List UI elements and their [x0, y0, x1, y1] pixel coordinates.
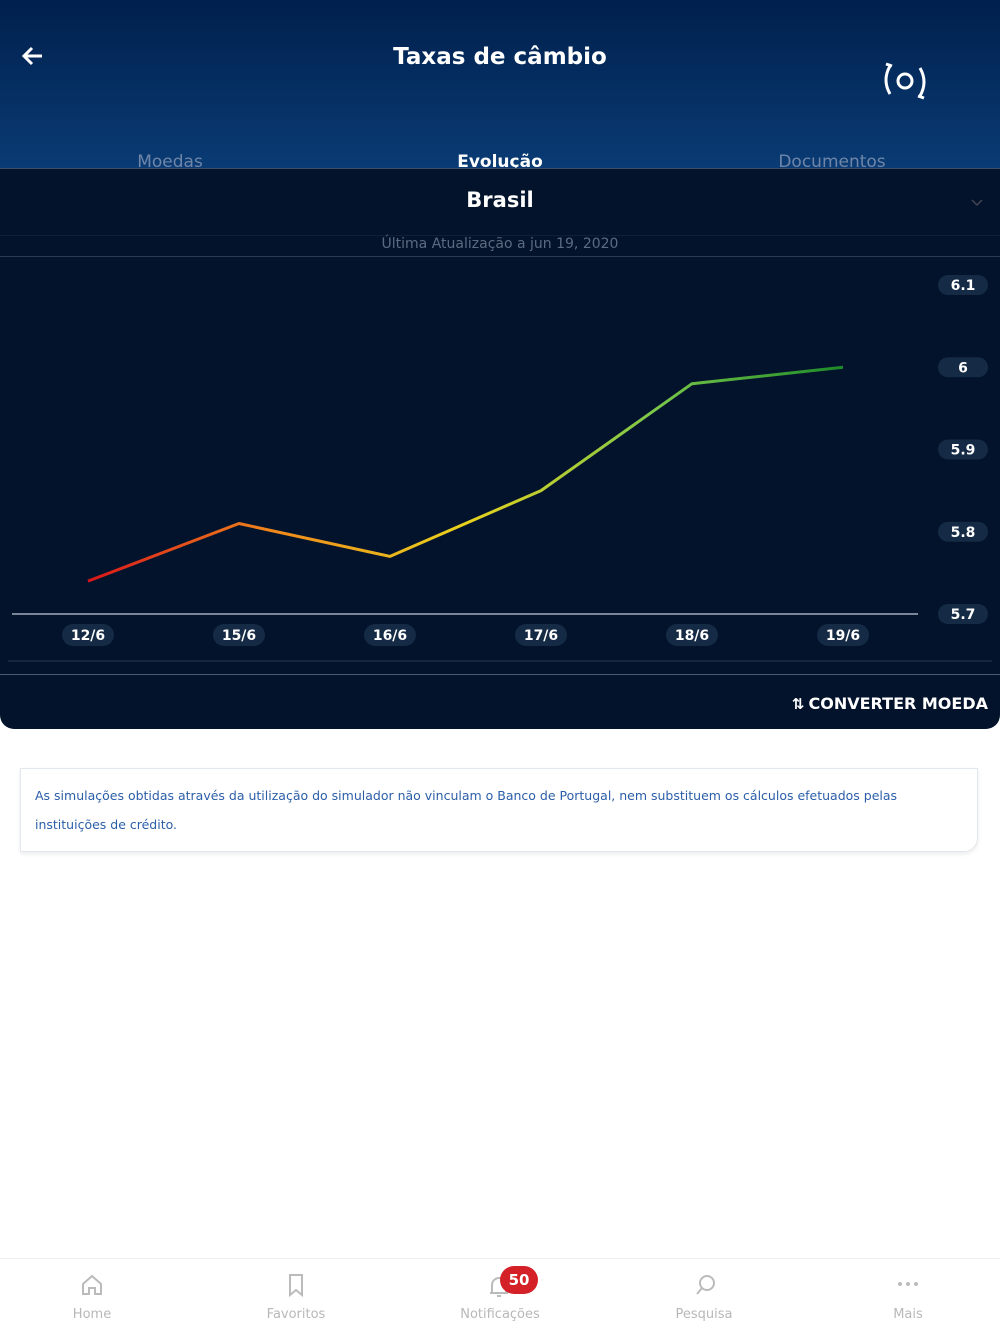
nav-item[interactable]: Notificações [460, 1307, 540, 1322]
x-tick-label: 15/6 [222, 628, 256, 644]
icon [898, 1282, 918, 1286]
icon [696, 1275, 715, 1295]
x-tick-label: 17/6 [524, 628, 558, 644]
tabs: Moedas Evolução Documentos [0, 140, 1000, 168]
x-tick-pill [515, 624, 567, 646]
separator [0, 256, 1000, 257]
x-tick-label: 19/6 [826, 628, 860, 644]
rate-line [87, 365, 844, 583]
title: Taxas de câmbio [393, 44, 607, 70]
nav-item[interactable]: Mais [893, 1307, 923, 1322]
chevron [971, 199, 983, 207]
chart: 5.7 5.8 5.9 6 6.1 12/6 15/6 16/6 17/6 18/6 19/6 [8, 275, 992, 662]
tab[interactable]: Moedas [137, 152, 203, 168]
disclaimer: As simulações obtidas através da utiliza… [20, 768, 978, 852]
y-tick-label: 6 [958, 360, 968, 376]
separator [0, 235, 1000, 236]
x-tick-pill [817, 624, 869, 646]
tab[interactable]: Documentos [778, 152, 886, 168]
y-tick-pill [938, 357, 988, 378]
y-tick-pill [938, 521, 988, 542]
tab[interactable]: Evolução [457, 152, 543, 168]
x-tick-pill [364, 624, 416, 646]
back-button[interactable] [20, 44, 46, 68]
convert-label: CONVERTER MOEDA [808, 694, 989, 713]
y-tick-label: 5.9 [951, 443, 976, 459]
bottom-nav: Home Favoritos Notificações Pesquisa Mai… [0, 1258, 1000, 1334]
y-tick-pill [938, 604, 988, 624]
country-select[interactable]: Brasil [466, 188, 534, 212]
x-tick-label: 18/6 [675, 628, 709, 644]
header: Taxas de câmbio Moedas Evolução Document… [0, 0, 1000, 168]
x-tick-pill [62, 624, 114, 646]
y-tick-label: 6.1 [951, 278, 976, 294]
y-tick-pill [938, 275, 988, 295]
convert-button[interactable]: ⇅ CONVERTER MOEDA [791, 694, 989, 713]
nav-item[interactable]: Pesquisa [675, 1307, 733, 1322]
notification-badge: 50 [500, 1266, 538, 1294]
updated: Última Atualização a jun 19, 2020 [381, 236, 619, 252]
refresh-button[interactable] [878, 58, 932, 104]
nav-item[interactable]: Home [72, 1307, 112, 1322]
x-tick-label: 16/6 [373, 628, 407, 644]
x-tick-pill [666, 624, 718, 646]
icon [289, 1274, 303, 1297]
separator [0, 674, 1000, 675]
x-tick-pill [213, 624, 265, 646]
x-tick-label: 12/6 [71, 628, 105, 644]
nav-item[interactable]: Favoritos [266, 1307, 326, 1322]
y-tick-label: 5.8 [951, 525, 976, 541]
y-tick-pill [938, 439, 988, 460]
icon [82, 1274, 102, 1295]
y-tick-label: 5.7 [951, 607, 976, 623]
